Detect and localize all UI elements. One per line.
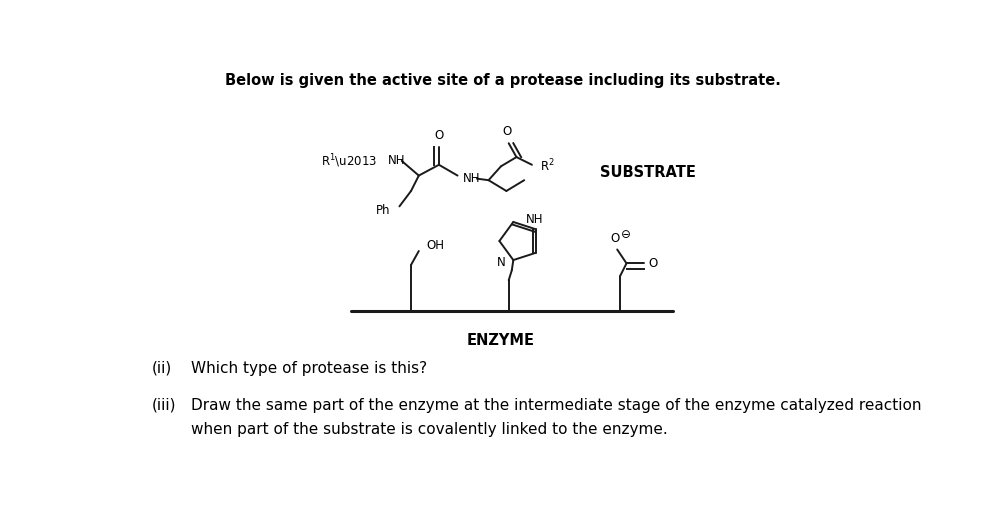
Text: (ii): (ii) (152, 360, 173, 376)
Text: Which type of protease is this?: Which type of protease is this? (191, 360, 427, 376)
Text: Draw the same part of the enzyme at the intermediate stage of the enzyme catalyz: Draw the same part of the enzyme at the … (191, 397, 921, 413)
Text: NH: NH (463, 172, 480, 185)
Text: NH: NH (388, 155, 406, 167)
Text: O: O (434, 129, 444, 141)
Text: O: O (648, 257, 658, 270)
Text: R$^1$\u2013: R$^1$\u2013 (321, 152, 377, 170)
Text: (iii): (iii) (152, 397, 177, 413)
Text: NH: NH (525, 213, 543, 226)
Text: ⊖: ⊖ (621, 228, 630, 241)
Text: O: O (503, 125, 512, 138)
Text: N: N (497, 256, 506, 269)
Text: when part of the substrate is covalently linked to the enzyme.: when part of the substrate is covalently… (191, 422, 668, 437)
Text: O: O (610, 232, 620, 245)
Text: SUBSTRATE: SUBSTRATE (600, 165, 696, 180)
Text: ENZYME: ENZYME (467, 333, 535, 348)
Text: R$^2$: R$^2$ (540, 158, 555, 174)
Text: Below is given the active site of a protease including its substrate.: Below is given the active site of a prot… (225, 73, 782, 88)
Text: Ph: Ph (376, 204, 390, 218)
Text: OH: OH (426, 239, 445, 252)
